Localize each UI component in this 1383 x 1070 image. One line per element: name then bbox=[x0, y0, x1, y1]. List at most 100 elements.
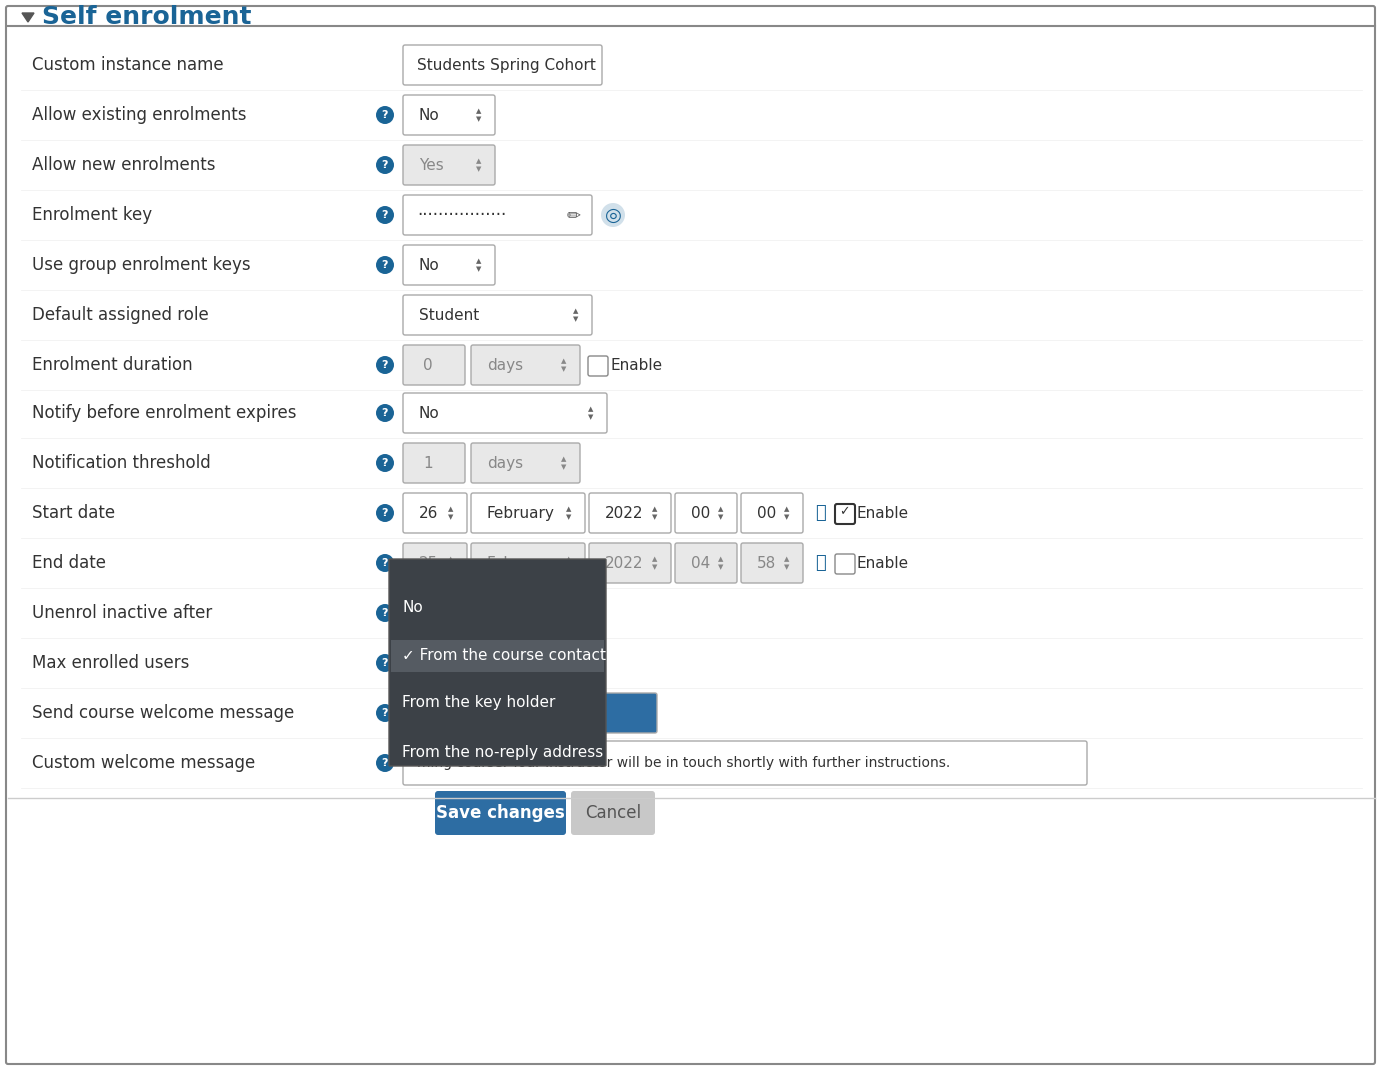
Text: Self enrolment: Self enrolment bbox=[41, 5, 252, 29]
Text: ?: ? bbox=[382, 160, 389, 170]
Text: ?: ? bbox=[382, 408, 389, 418]
FancyBboxPatch shape bbox=[402, 345, 465, 385]
Text: Custom instance name: Custom instance name bbox=[32, 56, 224, 74]
FancyBboxPatch shape bbox=[472, 345, 579, 385]
FancyBboxPatch shape bbox=[402, 95, 495, 135]
Text: Never: Never bbox=[419, 606, 465, 621]
Circle shape bbox=[376, 454, 394, 472]
Text: End date: End date bbox=[32, 554, 106, 572]
Text: ▼: ▼ bbox=[718, 514, 723, 520]
Text: ▲: ▲ bbox=[476, 108, 481, 114]
Text: ✓ From the course contact: ✓ From the course contact bbox=[402, 647, 606, 662]
Text: Allow new enrolments: Allow new enrolments bbox=[32, 156, 216, 174]
Text: ▼: ▼ bbox=[566, 564, 571, 570]
Text: 1: 1 bbox=[423, 456, 433, 471]
Text: ▲: ▲ bbox=[574, 308, 578, 314]
Text: ✓: ✓ bbox=[839, 505, 849, 519]
FancyBboxPatch shape bbox=[402, 542, 467, 583]
Text: ▼: ▼ bbox=[588, 414, 593, 421]
Text: No: No bbox=[419, 107, 440, 122]
Text: ▲: ▲ bbox=[718, 556, 723, 562]
Text: 0: 0 bbox=[423, 357, 433, 372]
FancyBboxPatch shape bbox=[472, 542, 585, 583]
Text: From the key holder: From the key holder bbox=[402, 694, 556, 709]
Text: 26: 26 bbox=[419, 505, 438, 520]
Text: ming course. Your instructor will be in touch shortly with further instructions.: ming course. Your instructor will be in … bbox=[418, 756, 950, 770]
Text: Enrolment duration: Enrolment duration bbox=[32, 356, 192, 374]
Circle shape bbox=[376, 554, 394, 572]
FancyBboxPatch shape bbox=[402, 45, 602, 85]
Text: Yes: Yes bbox=[419, 157, 444, 172]
Text: days: days bbox=[487, 456, 523, 471]
FancyBboxPatch shape bbox=[835, 504, 855, 524]
Text: ▼: ▼ bbox=[476, 166, 481, 172]
Text: 2022: 2022 bbox=[604, 555, 643, 570]
Text: ?: ? bbox=[382, 210, 389, 220]
Text: ?: ? bbox=[382, 508, 389, 518]
Text: Save changes: Save changes bbox=[436, 804, 564, 822]
FancyBboxPatch shape bbox=[472, 493, 585, 533]
FancyBboxPatch shape bbox=[402, 493, 467, 533]
Text: ▼: ▼ bbox=[784, 564, 790, 570]
FancyBboxPatch shape bbox=[402, 593, 512, 633]
Text: ▼: ▼ bbox=[476, 116, 481, 122]
Text: Students Spring Cohort: Students Spring Cohort bbox=[418, 58, 596, 73]
Text: Start date: Start date bbox=[32, 504, 115, 522]
Text: ?: ? bbox=[382, 110, 389, 120]
Text: Unenrol inactive after: Unenrol inactive after bbox=[32, 603, 212, 622]
Circle shape bbox=[376, 207, 394, 224]
FancyBboxPatch shape bbox=[589, 493, 671, 533]
Text: ▲: ▲ bbox=[784, 556, 790, 562]
Text: ?: ? bbox=[382, 708, 389, 718]
Text: Enable: Enable bbox=[610, 357, 662, 372]
Text: Cancel: Cancel bbox=[585, 804, 642, 822]
Text: ?: ? bbox=[382, 360, 389, 370]
Text: No: No bbox=[419, 258, 440, 273]
FancyBboxPatch shape bbox=[741, 493, 804, 533]
FancyBboxPatch shape bbox=[402, 195, 592, 235]
FancyBboxPatch shape bbox=[835, 554, 855, 574]
FancyBboxPatch shape bbox=[472, 443, 579, 483]
Circle shape bbox=[376, 356, 394, 374]
Text: ▼: ▼ bbox=[566, 514, 571, 520]
FancyBboxPatch shape bbox=[675, 542, 737, 583]
Text: ▲: ▲ bbox=[653, 506, 658, 513]
Text: ▼: ▼ bbox=[784, 514, 790, 520]
Text: February: February bbox=[487, 505, 555, 520]
Text: Custom welcome message: Custom welcome message bbox=[32, 754, 256, 771]
FancyBboxPatch shape bbox=[402, 295, 592, 335]
FancyBboxPatch shape bbox=[597, 693, 657, 733]
FancyBboxPatch shape bbox=[402, 643, 573, 683]
Text: Default assigned role: Default assigned role bbox=[32, 306, 209, 324]
Text: ▲: ▲ bbox=[566, 506, 571, 513]
Text: 📅: 📅 bbox=[815, 504, 826, 522]
Text: February: February bbox=[487, 555, 555, 570]
FancyBboxPatch shape bbox=[391, 640, 604, 672]
Text: ▲: ▲ bbox=[588, 406, 593, 412]
Circle shape bbox=[602, 203, 625, 227]
FancyBboxPatch shape bbox=[402, 146, 495, 185]
Text: ·················: ················· bbox=[418, 207, 506, 224]
Text: ?: ? bbox=[382, 658, 389, 668]
Circle shape bbox=[376, 654, 394, 672]
Text: No: No bbox=[419, 406, 440, 421]
Text: ▲: ▲ bbox=[476, 158, 481, 164]
Text: ▲: ▲ bbox=[494, 606, 499, 612]
Text: Enable: Enable bbox=[857, 555, 909, 570]
Text: Enable: Enable bbox=[857, 505, 909, 520]
Text: ▲: ▲ bbox=[784, 506, 790, 513]
Text: ?: ? bbox=[382, 758, 389, 768]
Text: ▲: ▲ bbox=[448, 556, 454, 562]
Text: ◎: ◎ bbox=[604, 205, 621, 225]
Text: ?: ? bbox=[382, 557, 389, 568]
Text: 00: 00 bbox=[757, 505, 776, 520]
Circle shape bbox=[376, 156, 394, 174]
Text: 00: 00 bbox=[692, 505, 711, 520]
Text: ▲: ▲ bbox=[561, 358, 567, 364]
Text: Allow existing enrolments: Allow existing enrolments bbox=[32, 106, 246, 124]
Circle shape bbox=[376, 754, 394, 771]
FancyBboxPatch shape bbox=[389, 559, 606, 766]
FancyBboxPatch shape bbox=[571, 791, 656, 835]
Text: ▼: ▼ bbox=[653, 514, 658, 520]
Text: ?: ? bbox=[382, 608, 389, 618]
